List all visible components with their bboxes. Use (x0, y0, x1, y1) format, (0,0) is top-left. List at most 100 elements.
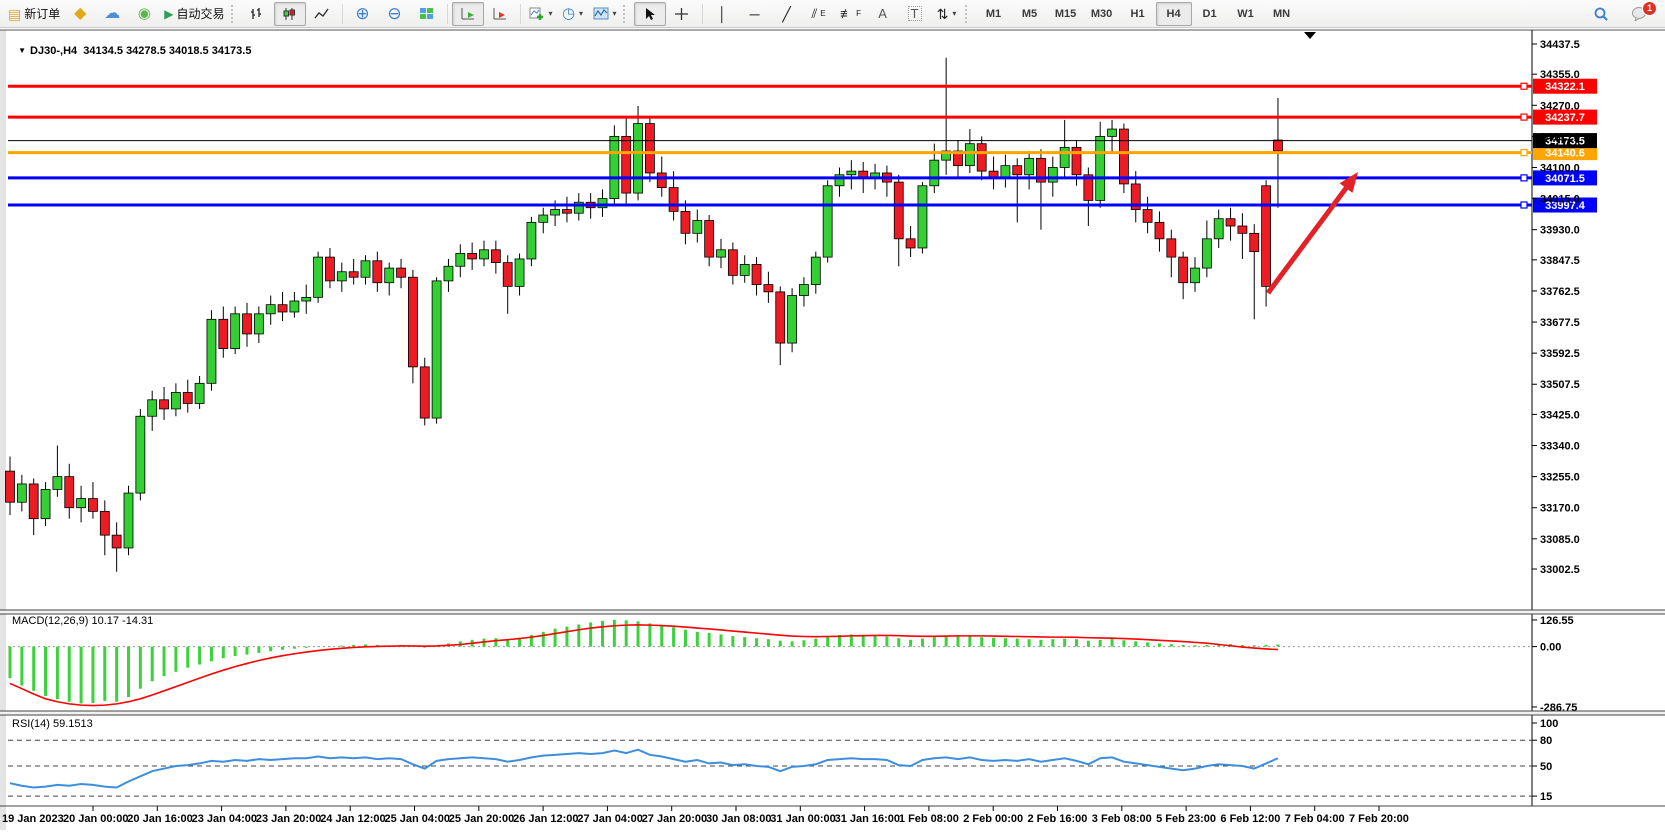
timeframe-m5-button[interactable]: M5 (1021, 7, 1038, 20)
timeframe-d1-button[interactable]: D1 (1202, 7, 1217, 20)
timeframe-mn-button[interactable]: MN (1272, 7, 1291, 20)
hline-endpoint-handle[interactable] (1520, 113, 1528, 121)
candlestick-chart-button[interactable] (273, 1, 306, 26)
price-axis-label: 34100.0 (1540, 162, 1580, 174)
indicators-button[interactable]: ▾ (525, 2, 557, 26)
timeframe-w1-button[interactable]: W1 (1237, 7, 1254, 20)
cursor-button[interactable] (633, 1, 666, 26)
toolbar-separator (701, 3, 703, 24)
bar-chart-button[interactable] (242, 2, 274, 26)
horizontal-line-button[interactable]: ─ (739, 2, 771, 26)
hline-endpoint-handle[interactable] (1520, 149, 1528, 157)
toolbar-right-group: 1 (1585, 0, 1657, 26)
price-axis-label: 33930.0 (1540, 225, 1580, 237)
panel-separator[interactable] (0, 610, 1665, 614)
new-order-button[interactable]: ▤ 新订单 (4, 2, 64, 26)
metaeditor-button[interactable]: ◆ (64, 2, 96, 26)
timeframe-m15-button[interactable]: M15 (1054, 7, 1077, 20)
templates-button[interactable]: ▾ (589, 2, 621, 26)
search-button[interactable] (1585, 2, 1617, 26)
hline-price-label-box (1533, 109, 1597, 125)
rsi-axis-label: 50 (1540, 761, 1552, 773)
hline-endpoint-handle[interactable] (1520, 201, 1528, 209)
horizontal-line-icon: ─ (749, 5, 760, 22)
timeframe-h1-button[interactable]: H1 (1130, 7, 1145, 20)
chart-shift-button[interactable] (484, 2, 516, 26)
line-chart-icon (313, 8, 329, 18)
candle-body (751, 264, 762, 285)
time-axis-label: 7 Feb 20:00 (1349, 813, 1409, 825)
zoom-in-button[interactable]: ⊕ (347, 2, 379, 26)
macd-axis-label: 0.00 (1540, 642, 1561, 654)
candle-body (739, 264, 750, 276)
price-axis-label: 33085.0 (1540, 534, 1580, 546)
candle-body (633, 123, 643, 194)
text-label-button[interactable]: T (899, 2, 931, 26)
candle-body (490, 249, 501, 263)
signals-button[interactable]: ◉ (128, 2, 160, 26)
periods-button[interactable]: ◷ ▾ (557, 2, 589, 26)
crosshair-button[interactable] (666, 2, 698, 26)
hline-endpoint-handle[interactable] (1520, 174, 1528, 182)
candle-body (419, 366, 430, 419)
toolbar-drag-handle[interactable] (622, 4, 630, 23)
bar-marker-triangle[interactable] (1304, 32, 1316, 39)
notifications-button[interactable]: 1 (1623, 0, 1657, 26)
toolbar-drag-handle[interactable] (230, 4, 238, 23)
candle-body (514, 258, 525, 287)
community-button[interactable]: ☁ (96, 2, 128, 26)
candle-body (846, 170, 857, 176)
candle-body (88, 498, 98, 512)
candle-body (1261, 185, 1271, 287)
candle-body (170, 392, 181, 410)
trendline-button[interactable]: ╱ (771, 2, 803, 26)
trend-arrow-object[interactable] (1265, 181, 1352, 295)
vertical-line-button[interactable]: │ (707, 2, 739, 26)
timeframe-h4-button[interactable]: H4 (1155, 1, 1192, 26)
candle-body (1273, 139, 1283, 152)
candle-body (182, 392, 193, 404)
panel-separator[interactable] (0, 711, 1665, 715)
candlestick-chart-icon (283, 7, 295, 20)
line-chart-button[interactable] (306, 2, 338, 26)
text-button[interactable]: A (867, 2, 899, 26)
arrows-button[interactable]: ⇅ ▾ (931, 2, 963, 26)
candle-body (1154, 221, 1165, 240)
search-icon (1594, 7, 1608, 21)
macd-indicator-label: MACD(12,26,9) 10.17 -14.31 (12, 615, 154, 627)
timeframe-m1-button[interactable]: M1 (985, 7, 1002, 20)
hline-endpoint-handle[interactable] (1520, 82, 1528, 90)
objects-group: ▾ ◷ ▾ ▾ (525, 2, 621, 26)
candle-body (917, 185, 928, 249)
toolbar-drag-handle[interactable] (964, 4, 972, 23)
autoscroll-button[interactable] (451, 1, 484, 26)
autotrading-label: 自动交易 (176, 7, 225, 21)
chart-title-overlay: ▼ DJ30-,H4 34134.5 34278.5 34018.5 34173.… (12, 33, 251, 57)
time-axis-label: 20 Jan 16:00 (127, 813, 192, 825)
candle-body (976, 143, 987, 172)
equidistant-channel-button[interactable]: ⫽ E (803, 2, 835, 26)
candle-body (1178, 256, 1189, 284)
new-order-label: 新订单 (24, 7, 61, 21)
fibo-f-label: F (856, 9, 861, 18)
fibonacci-button[interactable]: ≢ F (835, 2, 867, 26)
current-price-label: 34173.5 (1545, 136, 1585, 148)
chart-ohlc-values: 34134.5 34278.5 34018.5 34173.5 (83, 45, 252, 57)
candle-body (704, 220, 715, 258)
autotrading-button[interactable]: ▶ 自动交易 (160, 2, 228, 26)
candle-body (159, 399, 169, 410)
collapse-triangle-icon[interactable]: ▼ (18, 46, 27, 55)
time-axis-label: 30 Jan 08:00 (706, 813, 771, 825)
timeframe-m30-button[interactable]: M30 (1090, 7, 1113, 20)
candle-body (28, 483, 39, 520)
main-toolbar: ▤ 新订单 ◆ ☁ ◉ ▶ 自动交易 ⊕ ⊖ (0, 0, 1665, 28)
tile-windows-button[interactable] (411, 2, 443, 26)
candle-body (1225, 218, 1236, 227)
candle-body (905, 238, 916, 249)
candle-body (372, 260, 383, 284)
zoom-out-button[interactable]: ⊖ (379, 2, 411, 26)
candle-body (787, 295, 797, 344)
macd-signal-line (9, 624, 1278, 707)
trend-arrow-head[interactable] (1339, 172, 1358, 193)
